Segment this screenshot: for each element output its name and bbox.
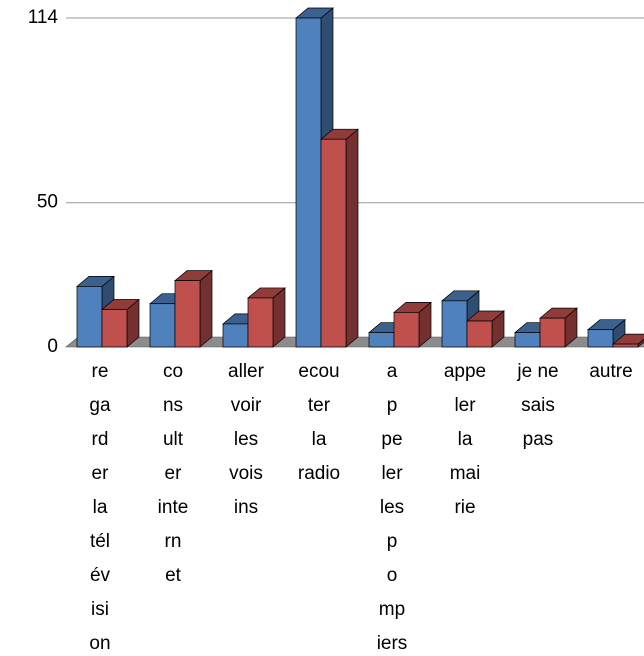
x-tick-label: et [165,565,182,586]
x-tick-label: mp [379,599,405,620]
x-tick-label: ler [381,463,403,484]
x-tick-label: a [387,361,398,382]
x-tick-label: rie [454,497,475,518]
bar [149,303,176,348]
x-tick-label: radio [298,463,340,484]
x-tick-label: inte [158,497,189,518]
bar [466,320,493,348]
x-tick-label: ler [454,395,476,416]
bar [247,297,274,348]
bar [222,323,249,348]
bar [612,343,639,348]
x-tick-label: ecou [298,361,339,382]
x-tick-label: la [312,429,327,450]
x-tick-label: ter [308,395,331,416]
y-tick-label: 0 [47,336,58,357]
x-tick-label: ult [163,429,184,450]
x-tick-label: p [387,531,398,552]
bar [76,286,103,348]
x-tick-label: rn [165,531,182,552]
bar-side [345,128,359,348]
x-tick-label: isi [91,599,109,620]
bar [101,309,128,348]
x-tick-label: vois [229,463,263,484]
y-tick-label: 50 [37,192,58,213]
x-tick-label: les [234,429,258,450]
x-tick-label: aller [228,361,265,382]
x-tick-label: la [458,429,473,450]
x-tick-label: o [387,565,398,586]
bar [295,17,322,348]
bar [587,329,614,348]
x-tick-label: év [90,565,111,586]
bar [441,300,468,348]
x-tick-label: je ne [516,361,558,382]
x-tick-label: ns [163,395,183,416]
x-tick-label: voir [231,395,262,416]
bar [368,332,395,348]
x-tick-label: rd [92,429,109,450]
x-tick-label: er [165,463,183,484]
x-tick-label: les [380,497,404,518]
x-tick-label: iers [377,633,408,654]
x-tick-label: tél [90,531,110,552]
bar [514,332,541,348]
bar [320,138,347,348]
bar [539,317,566,348]
x-tick-label: mai [450,463,481,484]
x-tick-label: er [92,463,110,484]
x-tick-label: ga [89,395,111,416]
bar [174,280,201,348]
x-tick-label: on [89,633,110,654]
x-tick-label: la [93,497,108,518]
bar-side [199,269,213,348]
x-tick-label: co [163,361,183,382]
x-tick-label: pe [381,429,402,450]
x-tick-label: p [387,395,398,416]
bar [393,312,420,348]
x-tick-label: sais [521,395,555,416]
x-tick-label: re [92,361,109,382]
x-tick-label: ins [234,497,258,518]
y-tick-label: 114 [28,7,59,28]
x-tick-label: pas [523,429,554,450]
x-tick-label: appe [444,361,486,382]
x-tick-label: autre [589,361,632,382]
